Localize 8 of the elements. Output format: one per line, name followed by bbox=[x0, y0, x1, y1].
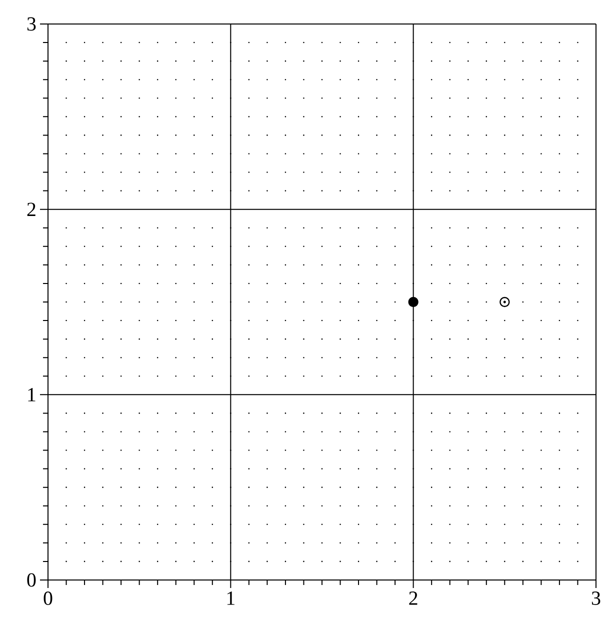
x-tick-label: 3 bbox=[592, 592, 600, 605]
x-tick-label: 0 bbox=[44, 592, 52, 606]
x-tick-label: 2 bbox=[409, 592, 418, 605]
y-tick-label: 3 bbox=[27, 17, 36, 31]
y-tick-label: 1 bbox=[28, 388, 36, 402]
y-tick-label: 2 bbox=[27, 202, 36, 216]
y-tick-label: 0 bbox=[27, 573, 36, 587]
x-tick-label: 1 bbox=[227, 592, 234, 605]
